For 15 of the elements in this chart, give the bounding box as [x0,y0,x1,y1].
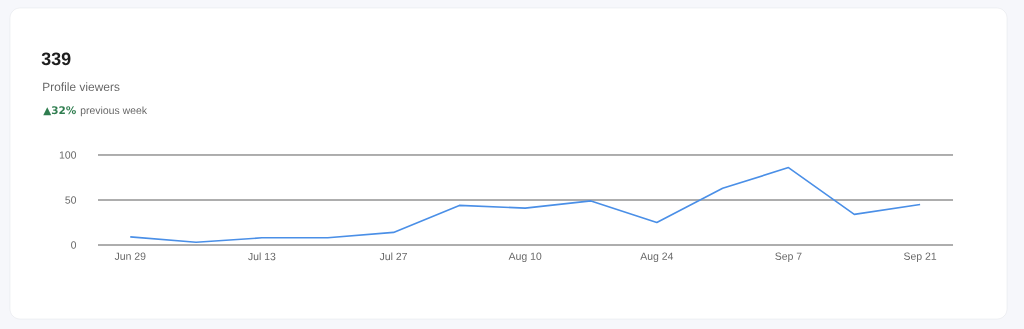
chart-subtitle: Profile viewers [43,82,120,92]
x-tick-label: Aug 24 [640,252,674,262]
x-tick-label: Aug 10 [508,252,542,262]
y-tick-label: 100 [59,151,77,159]
y-tick-label: 50 [65,196,77,204]
x-tick-label: Sep 7 [775,252,802,262]
line-series [129,166,921,244]
x-tick-label: Jul 27 [379,252,407,261]
x-tick-label: Sep 21 [904,252,937,262]
text: ▲32% [43,106,76,116]
text: previous week [80,106,148,117]
y-tick-label: 0 [71,241,77,249]
chart-title: 339 [41,52,71,66]
x-tick-label: Jun 29 [114,252,146,260]
x-tick-label: Jul 13 [248,252,276,261]
